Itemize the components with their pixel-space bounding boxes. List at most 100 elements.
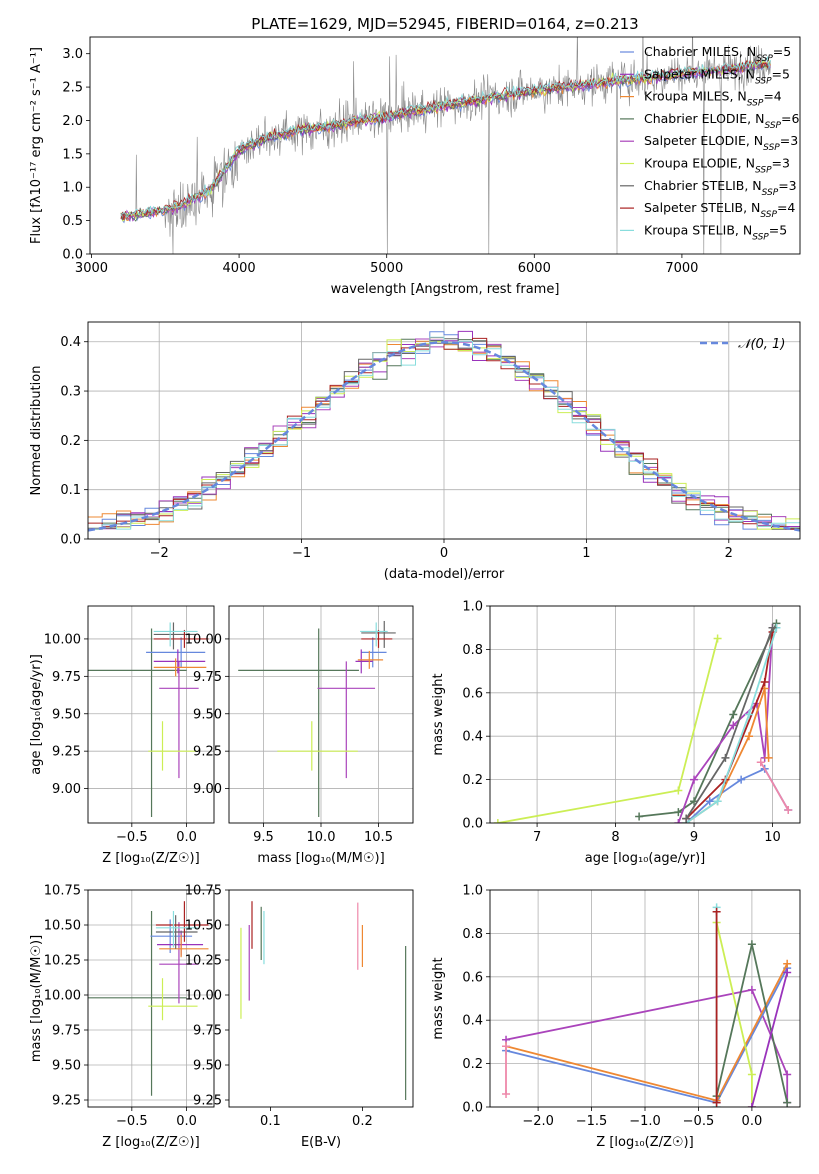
y-tick-label: 10.00 <box>185 632 222 647</box>
errorbar-point <box>357 650 384 669</box>
y-tick-label: 9.25 <box>193 745 222 760</box>
plot-area <box>88 622 209 818</box>
errorbar-point <box>155 911 198 948</box>
weight-marker <box>635 812 644 821</box>
weight-line <box>497 638 719 823</box>
weight-line <box>638 623 778 818</box>
weight-line <box>685 631 774 820</box>
y-tick-label: 1.0 <box>462 600 483 615</box>
x-tick-label: −1 <box>292 546 311 561</box>
y-tick-label: 9.50 <box>193 707 222 722</box>
y-tick-label: 0.8 <box>462 927 483 942</box>
weight-marker <box>502 1042 511 1051</box>
axes-frame <box>87 321 801 540</box>
legend-label: Salpeter MILES, NSSP=5 <box>644 66 790 86</box>
errorbar-point <box>361 637 387 668</box>
weight-marker <box>747 1070 756 1079</box>
axes: 9.5 10.0 10.5 9.00 9.25 9.50 9.75 10.00 mass [lo… <box>185 605 414 866</box>
x-tick-label: 9 <box>690 830 698 845</box>
grid <box>490 605 800 824</box>
legend-label: Chabrier MILES, NSSP=5 <box>644 44 791 64</box>
axes: −2.0 −1.5 −1.0 −0.5 0.0 0.0 0.2 0.4 0.6 0.8 1.0 Z [… <box>431 884 801 1150</box>
y-tick-label: 9.50 <box>193 1059 222 1074</box>
weight-marker <box>783 968 792 977</box>
axes-frame <box>228 889 414 1108</box>
weight-line <box>760 761 789 811</box>
weight-marker <box>729 710 738 719</box>
y-tick-label: 0.0 <box>462 1101 483 1116</box>
panel-mass_weight_vs_Z: −2.0 −1.5 −1.0 −0.5 0.0 0.0 0.2 0.4 0.6 0.8 1.0 Z [… <box>431 884 801 1150</box>
panel-age_vs_mass: 9.5 10.0 10.5 9.00 9.25 9.50 9.75 10.00 mass [lo… <box>185 605 414 866</box>
weight-marker <box>712 907 721 916</box>
weight-marker <box>747 1103 756 1107</box>
weight-marker <box>493 819 502 823</box>
y-axis-label: age [log₁₀(age/yr)] <box>29 654 44 775</box>
weight-marker <box>737 775 746 784</box>
x-tick-label: 9.5 <box>253 830 274 845</box>
y-tick-label: 0.4 <box>60 335 81 350</box>
x-tick-label: 7000 <box>665 261 698 276</box>
y-tick-label: 3.0 <box>62 47 83 62</box>
weight-line <box>751 972 789 1107</box>
y-tick-label: 9.75 <box>193 670 222 685</box>
plot-area <box>120 37 771 254</box>
weight-marker <box>674 786 683 795</box>
weight-marker <box>721 753 730 762</box>
y-tick-label: 9.25 <box>193 1094 222 1109</box>
chart-title: PLATE=1629, MJD=52945, FIBERID=0164, z=0… <box>251 15 638 33</box>
errorbar-point <box>238 628 359 818</box>
weight-marker <box>744 732 753 741</box>
weight-marker <box>713 634 722 643</box>
y-tick-label: 0.3 <box>60 385 81 400</box>
y-tick-label: 0.4 <box>462 1014 483 1029</box>
weight-line <box>685 688 770 823</box>
errorbar-point <box>155 901 209 942</box>
weight-line <box>505 988 789 1103</box>
y-tick-label: 1.0 <box>462 884 483 899</box>
x-axis-label: Z [log₁₀(Z/Z☉)] <box>596 1135 693 1150</box>
x-tick-label: −1.5 <box>576 1114 608 1129</box>
y-tick-label: 9.50 <box>52 707 81 722</box>
panel-mass_vs_Z: −0.5 0.0 9.25 9.50 9.75 10.00 10.25 10.50 10.75 Z… <box>29 884 215 1150</box>
weight-marker <box>674 819 683 823</box>
y-tick-label: 9.00 <box>52 782 81 797</box>
axes: 3000 4000 5000 6000 7000 0.0 0.5 1.0 1.5 2.0 2.5 3.… <box>29 15 801 297</box>
weight-marker <box>729 721 738 730</box>
y-tick-label: 9.75 <box>193 1024 222 1039</box>
weight-marker <box>712 1098 721 1107</box>
axes-frame <box>87 605 215 824</box>
weight-marker <box>674 808 683 817</box>
legend-label: Kroupa STELIB, NSSP=5 <box>644 222 787 242</box>
legend-label: Chabrier STELIB, NSSP=3 <box>644 178 797 198</box>
x-tick-label: −0.5 <box>116 1114 148 1129</box>
panel-mass_weight_vs_age: 7 8 9 10 0.0 0.2 0.4 0.6 0.8 1.0 age [log₁₀(age/yr… <box>431 600 801 866</box>
errorbar-point <box>146 637 206 668</box>
axes: 0.1 0.2 9.25 9.50 9.75 10.00 10.25 10.50 10.75 E(… <box>185 884 414 1150</box>
x-axis-label: mass [log₁₀(M/M☉)] <box>257 851 384 866</box>
errorbar-point <box>360 622 388 647</box>
x-tick-label: 0.0 <box>176 830 197 845</box>
y-tick-label: 1.0 <box>62 181 83 196</box>
errorbar-point <box>153 622 198 647</box>
y-tick-label: 10.50 <box>44 919 81 934</box>
y-tick-label: 0.5 <box>62 214 83 229</box>
axes-frame <box>87 889 215 1108</box>
x-tick-label: 0.2 <box>352 1114 373 1129</box>
axes-frame <box>489 889 801 1108</box>
x-tick-label: 10.5 <box>364 830 393 845</box>
normal-curve <box>88 340 800 532</box>
weight-marker <box>705 797 714 806</box>
weight-line <box>677 627 774 823</box>
axes-frame <box>489 605 801 824</box>
histogram-chabrier-miles <box>88 331 800 530</box>
y-axis-label: Flux [fλ10⁻¹⁷ erg cm⁻² s⁻¹ A⁻¹] <box>29 47 44 244</box>
plot-area <box>88 901 209 1096</box>
plot-area <box>240 901 407 1100</box>
y-tick-label: 0.6 <box>462 686 483 701</box>
x-tick-label: 6000 <box>518 261 551 276</box>
y-tick-label: 9.75 <box>52 670 81 685</box>
y-tick-label: 10.00 <box>185 989 222 1004</box>
y-tick-label: 0.2 <box>60 434 81 449</box>
y-tick-label: 10.25 <box>185 954 222 969</box>
